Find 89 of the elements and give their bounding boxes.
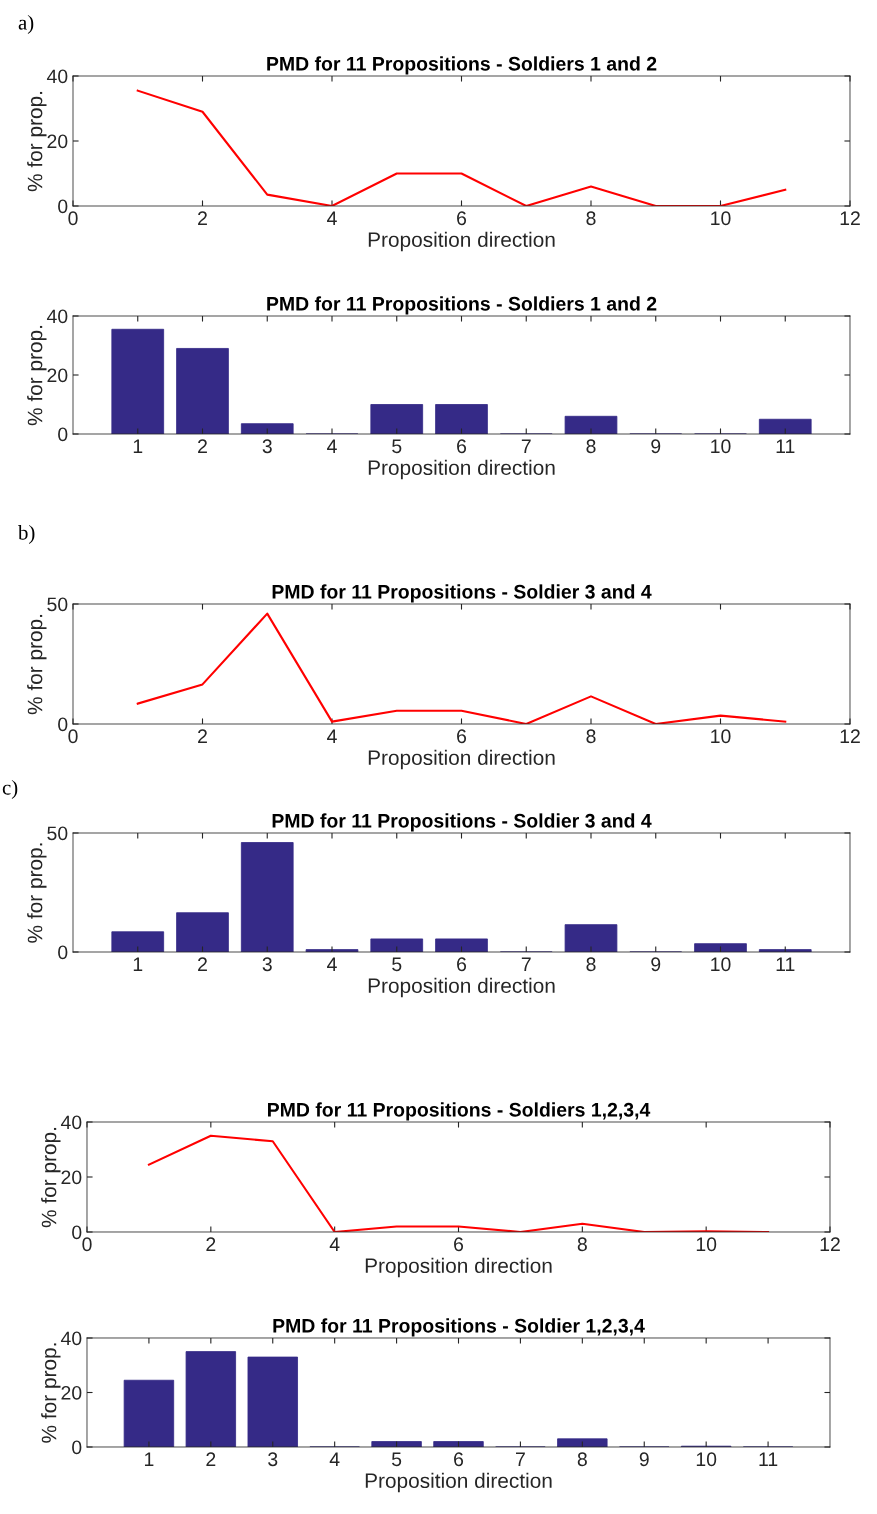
x-tick-label: 5 [392, 957, 402, 972]
x-tick-label: 9 [651, 957, 661, 972]
x-tick-label: 8 [586, 211, 596, 226]
y-axis-title: % for prop. [27, 325, 47, 426]
x-tick-label: 10 [711, 957, 731, 972]
chart-title: PMD for 11 Propositions - Soldier 3 and 4 [272, 584, 652, 603]
x-tick-label: 2 [198, 957, 207, 971]
x-tick-label: 8 [586, 439, 596, 454]
x-axis-title: Proposition direction [368, 977, 555, 998]
x-tick-label: 8 [586, 957, 596, 972]
x-tick-label: 6 [457, 211, 467, 226]
y-tick-label: 20 [61, 1170, 82, 1185]
x-tick-label: 4 [327, 729, 337, 743]
x-tick-label: 5 [391, 1452, 402, 1467]
chart-title: PMD for 11 Propositions - Soldier 1,2,3,4 [273, 1318, 645, 1337]
x-tick-label: 3 [268, 1452, 278, 1467]
x-tick-label: 12 [840, 729, 860, 743]
x-tick-label: 2 [198, 439, 207, 453]
x-tick-label: 10 [711, 211, 731, 226]
x-tick-label: 2 [206, 1237, 216, 1251]
x-tick-label: 12 [820, 1237, 840, 1251]
y-tick-label: 40 [46, 309, 68, 324]
y-axis-title: % for prop. [27, 843, 47, 943]
x-tick-label: 5 [392, 439, 402, 454]
x-tick-label: 1 [133, 957, 143, 971]
x-tick-label: 11 [776, 957, 795, 971]
x-tick-label: 3 [262, 439, 272, 454]
x-tick-label: 6 [457, 957, 467, 972]
y-tick-label: 50 [47, 597, 68, 612]
chart-title: PMD for 11 Propositions - Soldiers 1 and 2 [267, 296, 657, 315]
y-axis-title: % for prop. [27, 614, 47, 715]
y-tick-label: 0 [58, 945, 68, 960]
x-tick-label: 4 [329, 1452, 340, 1466]
x-tick-label: 4 [327, 439, 337, 453]
x-tick-label: 7 [521, 957, 531, 971]
x-tick-label: 8 [586, 729, 596, 744]
y-tick-label: 20 [61, 1385, 82, 1400]
x-tick-label: 2 [206, 1452, 216, 1466]
x-tick-label: 2 [198, 729, 207, 743]
y-tick-label: 40 [46, 69, 68, 84]
x-tick-label: 6 [457, 439, 467, 454]
x-tick-label: 1 [144, 1452, 154, 1466]
x-tick-label: 2 [198, 211, 207, 225]
x-axis-title: Proposition direction [365, 1257, 552, 1278]
x-axis-title: Proposition direction [368, 231, 555, 252]
x-tick-label: 3 [262, 957, 272, 972]
x-tick-label: 8 [577, 1237, 587, 1252]
x-axis-title: Proposition direction [368, 749, 555, 770]
x-tick-label: 10 [696, 1452, 717, 1467]
x-tick-label: 4 [329, 1237, 340, 1251]
chart-title: PMD for 11 Propositions - Soldiers 1,2,3,4 [268, 1102, 651, 1121]
x-tick-label: 6 [457, 729, 467, 744]
y-tick-label: 50 [47, 826, 68, 841]
y-tick-label: 0 [72, 1225, 82, 1240]
x-tick-label: 4 [327, 211, 337, 225]
x-tick-label: 8 [577, 1452, 587, 1467]
x-tick-label: 10 [711, 439, 731, 454]
y-tick-label: 40 [60, 1331, 82, 1346]
y-axis-title: % for prop. [41, 1127, 61, 1228]
chart-title: PMD for 11 Propositions - Soldiers 1 and 2 [267, 56, 657, 75]
x-tick-label: 6 [454, 1452, 464, 1467]
text: a) [18, 15, 34, 34]
y-tick-label: 20 [47, 134, 68, 149]
y-tick-label: 20 [47, 368, 68, 383]
chart-title: PMD for 11 Propositions - Soldier 3 and 4 [272, 813, 652, 832]
y-axis-title: % for prop. [41, 1343, 61, 1443]
x-tick-label: 12 [840, 211, 860, 225]
x-tick-label: 10 [696, 1237, 717, 1252]
x-tick-label: 11 [776, 439, 795, 453]
x-tick-label: 9 [639, 1452, 649, 1467]
x-tick-label: 6 [454, 1237, 464, 1252]
x-tick-label: 0 [82, 1237, 92, 1252]
y-tick-label: 40 [60, 1115, 82, 1130]
y-tick-label: 0 [72, 1440, 82, 1455]
y-tick-label: 0 [58, 199, 68, 214]
x-tick-label: 10 [711, 729, 731, 744]
text: b) [18, 525, 35, 544]
y-tick-label: 0 [58, 717, 68, 732]
x-tick-label: 4 [327, 957, 337, 971]
x-tick-label: 7 [516, 1452, 525, 1466]
x-tick-label: 9 [651, 439, 661, 454]
text: c) [2, 780, 18, 799]
y-axis-title: % for prop. [27, 91, 47, 192]
y-tick-label: 0 [58, 427, 68, 442]
x-tick-label: 1 [133, 439, 143, 453]
x-axis-title: Proposition direction [368, 459, 555, 480]
x-tick-label: 11 [759, 1452, 778, 1466]
x-axis-title: Proposition direction [365, 1472, 552, 1493]
x-tick-label: 7 [521, 439, 531, 453]
